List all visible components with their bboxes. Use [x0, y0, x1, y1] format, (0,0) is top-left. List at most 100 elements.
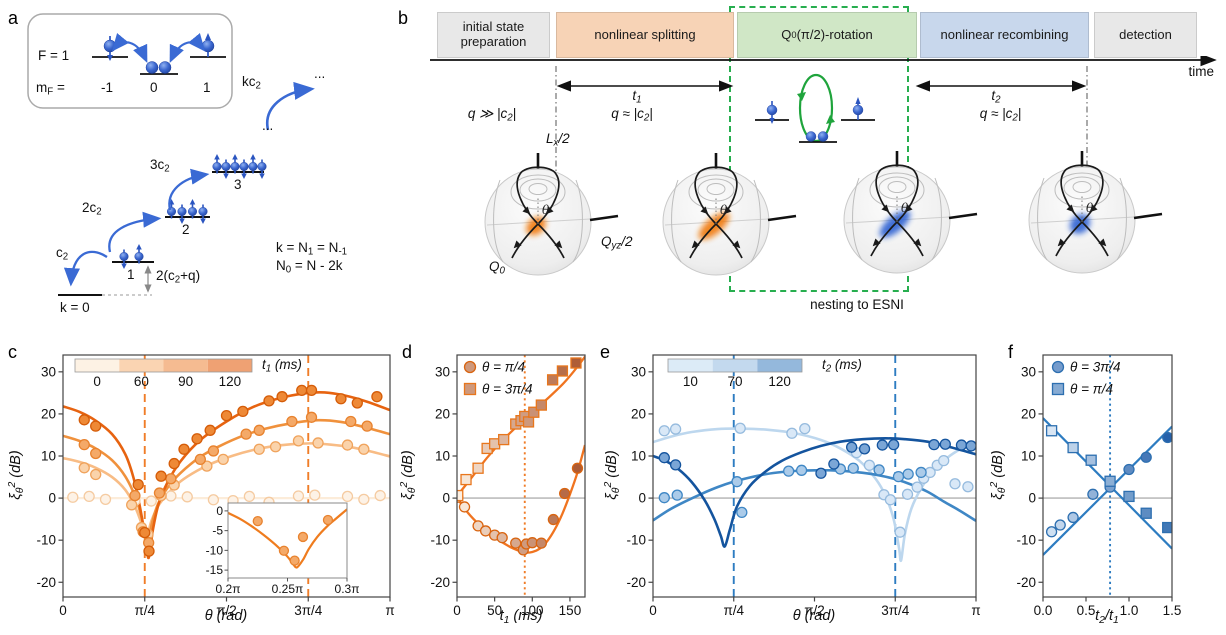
svg-text:0: 0	[442, 491, 450, 506]
q-regime-3: q ≈ |c2|	[979, 106, 1022, 124]
svg-text:30: 30	[1021, 364, 1036, 379]
2c2-label: 2c2	[82, 200, 102, 218]
dots-upper: ...	[314, 66, 326, 81]
svg-text:0: 0	[48, 491, 56, 506]
svg-text:20: 20	[435, 406, 450, 421]
svg-text:θ: θ	[901, 201, 909, 215]
svg-text:0.2π: 0.2π	[216, 582, 241, 596]
3c2-label: 3c2	[150, 157, 170, 175]
bloch-sphere-1: θ	[472, 152, 622, 289]
svg-text:1.0: 1.0	[1120, 603, 1139, 618]
timeline-stage-2: nonlinear splitting	[556, 12, 734, 58]
esni-nesting-outline	[729, 6, 909, 292]
timeline-graphics	[430, 56, 1217, 178]
svg-text:10: 10	[683, 374, 698, 389]
svg-text:π/2: π/2	[804, 603, 825, 618]
spin-mixing-arrow-right	[169, 33, 206, 64]
svg-text:0: 0	[453, 603, 461, 618]
svg-text:3π/4: 3π/4	[294, 603, 323, 618]
c2-label: c2	[56, 245, 69, 263]
svg-text:10: 10	[1021, 449, 1036, 464]
q-regime-1: q ≫ |c2|	[467, 106, 517, 124]
chart-c-ylabel: ξθ2 (dB)	[6, 450, 26, 500]
k0-label: k = 0	[60, 300, 90, 315]
panel-a-graphics	[27, 13, 315, 296]
mf-value-minus1: -1	[101, 80, 114, 95]
svg-text:30: 30	[41, 364, 56, 379]
svg-text:10: 10	[435, 449, 450, 464]
svg-text:70: 70	[727, 374, 742, 389]
svg-text:0: 0	[216, 504, 223, 518]
svg-text:150: 150	[559, 603, 582, 618]
chart-d-ylabel: ξθ2 (dB)	[398, 450, 418, 500]
svg-text:1.5: 1.5	[1163, 603, 1182, 618]
chart-c-xlabel: θ (rad)	[204, 608, 248, 624]
svg-text:100: 100	[521, 603, 544, 618]
hyperfine-box	[27, 13, 233, 109]
svg-text:-10: -10	[36, 533, 56, 548]
svg-text:0.3π: 0.3π	[335, 582, 360, 596]
timeline-stage-1: initial state preparation	[437, 12, 550, 58]
atom-spin-up	[852, 97, 864, 120]
pair-atom	[158, 61, 172, 74]
panel-f-letter: f	[1008, 342, 1014, 362]
svg-text:0.0: 0.0	[1034, 603, 1053, 618]
svg-text:60: 60	[134, 374, 149, 389]
time-label: time	[1188, 64, 1214, 79]
svg-text:θ = π/4: θ = π/4	[1070, 382, 1113, 397]
svg-text:π/4: π/4	[723, 603, 744, 618]
t1-label: t1	[632, 88, 642, 106]
svg-text:0: 0	[93, 374, 101, 389]
svg-text:-10: -10	[1016, 533, 1036, 548]
nesting-to-esni-label: nesting to ESNI	[810, 297, 904, 312]
chart-e-ylabel: ξθ2 (dB)	[602, 450, 622, 500]
svg-text:-15: -15	[206, 563, 224, 577]
timeline-stage-4: nonlinear recombining	[920, 12, 1089, 58]
svg-text:20: 20	[1021, 406, 1036, 421]
svg-text:θ: θ	[1086, 201, 1094, 215]
chart-f-xlabel: t2/t1	[1095, 608, 1119, 626]
svg-text:-10: -10	[626, 533, 646, 548]
svg-text:120: 120	[768, 374, 791, 389]
svg-text:-20: -20	[626, 575, 646, 590]
svg-text:30: 30	[631, 364, 646, 379]
svg-text:-5: -5	[212, 524, 223, 538]
dots-lower: ...	[262, 118, 274, 133]
mf-value-1: 1	[203, 80, 211, 95]
2c2-arrow	[108, 211, 162, 253]
chart-e-squeezing-vs-theta-recombine: 0 π/4 π/2 3π/4 π -20 -10 0 10 20 30 10 70 120	[600, 345, 990, 635]
q0-rotation-glyph	[755, 73, 875, 143]
t2-label: t2	[991, 88, 1001, 106]
f-quantum-number: F = 1	[38, 48, 70, 63]
svg-text:50: 50	[487, 603, 502, 618]
svg-text:20: 20	[41, 406, 56, 421]
level-2-label: 2	[182, 222, 190, 237]
svg-text:20: 20	[631, 406, 646, 421]
chart-d-xlabel: t1 (ms)	[499, 608, 543, 626]
chart-d-squeezing-vs-t1: 0 50 100 150 -20 -10 0 10 20 30 θ = π/4 θ = 3π/4	[400, 345, 590, 635]
timeline-stage-3: Q 0 (π/2)-rotation	[737, 12, 917, 58]
svg-text:30: 30	[435, 364, 450, 379]
q-regime-2: q ≈ |c2|	[611, 106, 653, 124]
3c2-arrow	[168, 168, 210, 211]
qyz-axis-label: Qyz/2	[601, 234, 633, 252]
chart-c-colorbar-title: t1 (ms)	[262, 357, 302, 375]
svg-text:π/4: π/4	[134, 603, 155, 618]
kc2-label: kc2	[242, 74, 261, 92]
bloch-sphere-4: θ	[1016, 150, 1166, 287]
svg-text:-20: -20	[430, 575, 450, 590]
q0-axis-label: Q0	[489, 259, 505, 277]
svg-text:0: 0	[649, 603, 657, 618]
svg-text:-20: -20	[36, 575, 56, 590]
svg-text:π: π	[385, 603, 394, 618]
atom-spin-down	[766, 101, 778, 124]
equation-2: N0 = N - 2k	[276, 258, 343, 276]
svg-text:-10: -10	[206, 543, 224, 557]
kc2-arrow	[265, 81, 315, 131]
spin-mixing-arrow-left	[111, 33, 148, 64]
level-1-label: 1	[127, 267, 135, 282]
svg-text:120: 120	[219, 374, 242, 389]
chart-f-squeezing-vs-t2-over-t1: 0.0 0.5 1.0 1.5 -20 -10 0 10 20 30 θ = 3π/4 θ = π/4	[1000, 345, 1226, 635]
svg-text:θ: θ	[720, 203, 728, 217]
gap-label: 2(c2+q)	[156, 268, 201, 286]
